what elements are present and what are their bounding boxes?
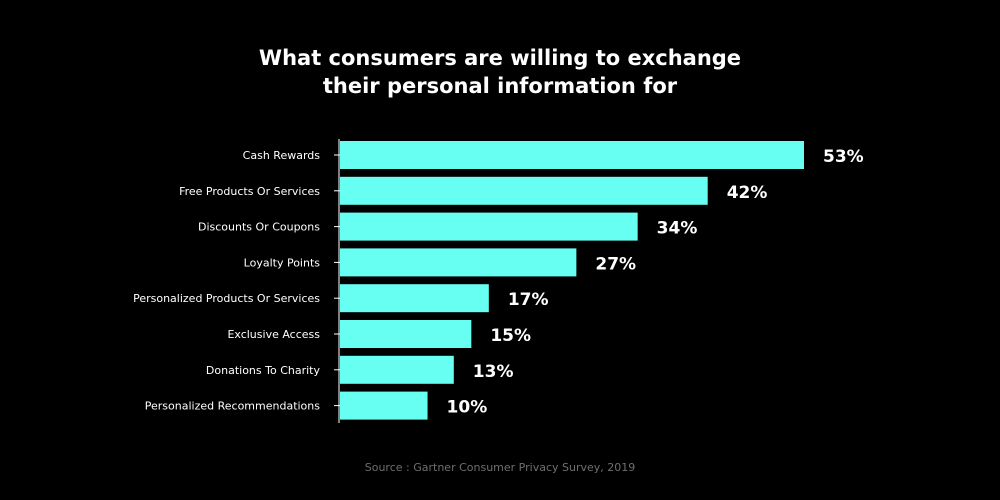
value-label: 10% [447,398,488,418]
category-label: Donations To Charity [206,364,321,377]
value-label: 27% [595,254,636,274]
bars-group [340,141,804,420]
category-label: Loyalty Points [244,256,321,269]
value-label: 15% [490,326,531,346]
bar [340,284,489,313]
bar [340,248,577,277]
value-label: 13% [473,362,514,382]
bar [340,355,454,384]
bar [340,320,472,348]
category-label: Personalized Products Or Services [133,292,320,305]
bar [340,212,638,241]
value-label: 17% [508,290,549,310]
value-label: 34% [657,219,698,239]
bar [340,176,708,205]
category-label: Free Products Or Services [179,185,320,198]
source-note: Source : Gartner Consumer Privacy Survey… [365,461,636,474]
category-label: Personalized Recommendations [145,400,320,413]
chart-title-line-1: What consumers are willing to exchange [259,46,741,70]
bar [340,391,428,420]
value-label: 42% [727,183,768,203]
value-labels-group: 53% 42% 34% 27% 17% 15% 13% 10% [447,147,864,418]
value-label: 53% [823,147,864,167]
category-label: Exclusive Access [227,328,320,341]
chart-title-line-2: their personal information for [323,74,678,98]
bar [340,141,804,169]
category-label: Cash Rewards [243,149,321,162]
category-labels-group: Cash Rewards Free Products Or Services Dis… [133,149,320,413]
category-label: Discounts Or Coupons [198,221,320,234]
